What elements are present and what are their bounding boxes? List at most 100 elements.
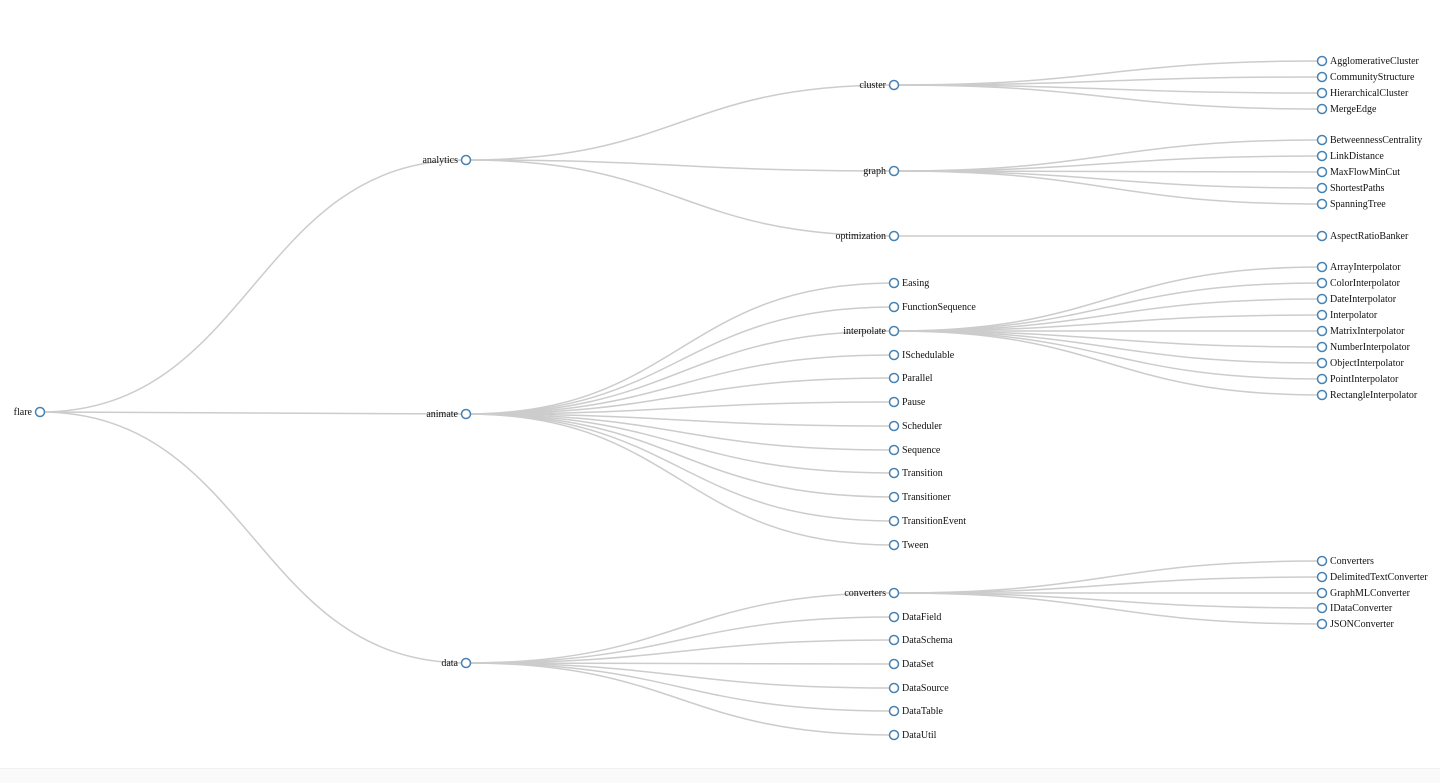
node-circle[interactable] [1316, 602, 1328, 614]
tree-node-DelimitedTextConverter[interactable]: DelimitedTextConverter [1316, 571, 1429, 583]
node-circle[interactable] [1316, 103, 1328, 115]
node-circle[interactable] [888, 277, 900, 289]
tree-node-cluster[interactable]: cluster [859, 79, 900, 91]
tree-node-MatrixInterpolator[interactable]: MatrixInterpolator [1316, 325, 1406, 337]
node-circle[interactable] [1316, 555, 1328, 567]
node-circle[interactable] [1316, 134, 1328, 146]
tree-node-ColorInterpolator[interactable]: ColorInterpolator [1316, 277, 1401, 289]
node-circle[interactable] [1316, 618, 1328, 630]
node-circle[interactable] [888, 467, 900, 479]
node-circle[interactable] [888, 165, 900, 177]
tree-node-Interpolator[interactable]: Interpolator [1316, 309, 1378, 321]
tree-node-SpanningTree[interactable]: SpanningTree [1316, 198, 1387, 210]
tree-node-converters[interactable]: converters [844, 587, 900, 599]
tree-node-DataSchema[interactable]: DataSchema [888, 634, 954, 646]
tree-node-Sequence[interactable]: Sequence [888, 444, 941, 456]
tree-node-DataSource[interactable]: DataSource [888, 682, 950, 694]
tree-node-DataUtil[interactable]: DataUtil [888, 729, 937, 741]
tree-node-Easing[interactable]: Easing [888, 277, 930, 289]
node-circle[interactable] [34, 406, 46, 418]
tree-node-Scheduler[interactable]: Scheduler [888, 420, 943, 432]
tree-node-Parallel[interactable]: Parallel [888, 372, 933, 384]
node-circle[interactable] [888, 230, 900, 242]
node-circle[interactable] [460, 154, 472, 166]
tree-node-DataField[interactable]: DataField [888, 611, 942, 623]
node-circle[interactable] [888, 539, 900, 551]
tree-node-DateInterpolator[interactable]: DateInterpolator [1316, 293, 1397, 305]
tree-node-CommunityStructure[interactable]: CommunityStructure [1316, 71, 1416, 83]
tree-node-analytics[interactable]: analytics [422, 154, 472, 166]
node-circle[interactable] [1316, 571, 1328, 583]
tree-node-ShortestPaths[interactable]: ShortestPaths [1316, 182, 1385, 194]
node-circle[interactable] [888, 325, 900, 337]
node-circle[interactable] [1316, 150, 1328, 162]
node-circle[interactable] [1316, 587, 1328, 599]
node-circle[interactable] [460, 408, 472, 420]
tree-node-LinkDistance[interactable]: LinkDistance [1316, 150, 1385, 162]
node-circle[interactable] [888, 396, 900, 408]
node-circle[interactable] [888, 658, 900, 670]
node-circle[interactable] [888, 491, 900, 503]
node-circle[interactable] [888, 587, 900, 599]
tree-node-Tween[interactable]: Tween [888, 539, 929, 551]
node-circle[interactable] [888, 301, 900, 313]
tree-node-flare[interactable]: flare [14, 406, 46, 418]
node-circle[interactable] [888, 372, 900, 384]
tree-node-graph[interactable]: graph [863, 165, 900, 177]
tree-node-data[interactable]: data [441, 657, 472, 669]
node-circle[interactable] [1316, 55, 1328, 67]
tree-node-PointInterpolator[interactable]: PointInterpolator [1316, 373, 1399, 385]
tree-node-DataSet[interactable]: DataSet [888, 658, 934, 670]
tree-node-Transition[interactable]: Transition [888, 467, 943, 479]
node-circle[interactable] [1316, 261, 1328, 273]
node-circle[interactable] [1316, 87, 1328, 99]
tree-node-DataTable[interactable]: DataTable [888, 705, 944, 717]
tree-node-JSONConverter[interactable]: JSONConverter [1316, 618, 1395, 630]
node-circle[interactable] [1316, 357, 1328, 369]
node-circle[interactable] [1316, 230, 1328, 242]
tree-node-TransitionEvent[interactable]: TransitionEvent [888, 515, 967, 527]
node-circle[interactable] [888, 729, 900, 741]
node-circle[interactable] [1316, 309, 1328, 321]
tree-node-ISchedulable[interactable]: ISchedulable [888, 349, 955, 361]
node-circle[interactable] [1316, 389, 1328, 401]
node-circle[interactable] [888, 515, 900, 527]
tree-node-RectangleInterpolator[interactable]: RectangleInterpolator [1316, 389, 1418, 401]
tree-node-Transitioner[interactable]: Transitioner [888, 491, 952, 503]
node-circle[interactable] [1316, 71, 1328, 83]
tree-node-AgglomerativeCluster[interactable]: AgglomerativeCluster [1316, 55, 1420, 67]
tree-node-FunctionSequence[interactable]: FunctionSequence [888, 301, 977, 313]
tree-node-MergeEdge[interactable]: MergeEdge [1316, 103, 1378, 115]
node-circle[interactable] [888, 420, 900, 432]
node-circle[interactable] [1316, 198, 1328, 210]
tree-node-ObjectInterpolator[interactable]: ObjectInterpolator [1316, 357, 1405, 369]
node-circle[interactable] [888, 79, 900, 91]
tree-node-AspectRatioBanker[interactable]: AspectRatioBanker [1316, 230, 1409, 242]
tree-node-optimization[interactable]: optimization [835, 230, 900, 242]
node-circle[interactable] [1316, 325, 1328, 337]
node-circle[interactable] [888, 611, 900, 623]
tree-node-BetweennessCentrality[interactable]: BetweennessCentrality [1316, 134, 1423, 146]
node-circle[interactable] [1316, 293, 1328, 305]
node-circle[interactable] [1316, 182, 1328, 194]
node-circle[interactable] [460, 657, 472, 669]
node-circle[interactable] [888, 444, 900, 456]
tree-node-Converters[interactable]: Converters [1316, 555, 1374, 567]
node-circle[interactable] [1316, 166, 1328, 178]
node-circle[interactable] [1316, 373, 1328, 385]
node-circle[interactable] [888, 705, 900, 717]
node-circle[interactable] [1316, 277, 1328, 289]
tree-node-Pause[interactable]: Pause [888, 396, 926, 408]
node-circle[interactable] [888, 682, 900, 694]
tree-node-interpolate[interactable]: interpolate [843, 325, 900, 337]
tree-node-NumberInterpolator[interactable]: NumberInterpolator [1316, 341, 1411, 353]
tree-node-IDataConverter[interactable]: IDataConverter [1316, 602, 1393, 614]
node-circle[interactable] [888, 634, 900, 646]
tree-node-animate[interactable]: animate [426, 408, 472, 420]
tree-node-ArrayInterpolator[interactable]: ArrayInterpolator [1316, 261, 1402, 273]
tree-node-GraphMLConverter[interactable]: GraphMLConverter [1316, 587, 1411, 599]
tree-node-MaxFlowMinCut[interactable]: MaxFlowMinCut [1316, 166, 1401, 178]
node-circle[interactable] [888, 349, 900, 361]
tree-node-HierarchicalCluster[interactable]: HierarchicalCluster [1316, 87, 1409, 99]
node-circle[interactable] [1316, 341, 1328, 353]
